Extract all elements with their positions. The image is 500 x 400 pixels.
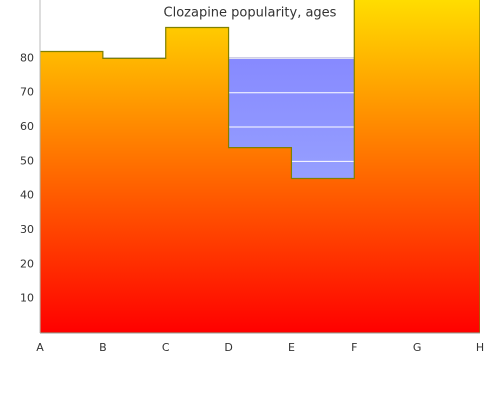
x-tick-label: E xyxy=(288,341,295,354)
y-tick-label: 70 xyxy=(20,86,34,99)
x-tick-label: D xyxy=(224,341,232,354)
plot-area xyxy=(40,0,480,333)
y-tick-label: 20 xyxy=(20,257,34,270)
y-tick-label: 30 xyxy=(20,223,34,236)
x-tick-label: F xyxy=(351,341,357,354)
y-tick-label: 40 xyxy=(20,189,34,202)
x-tick-label: H xyxy=(476,341,484,354)
y-tick-label: 80 xyxy=(20,51,34,64)
x-tick-label: C xyxy=(162,341,170,354)
y-tick-label: 60 xyxy=(20,120,34,133)
step-area xyxy=(40,0,480,333)
y-tick-label: 10 xyxy=(20,292,34,305)
chart-title: Clozapine popularity, ages xyxy=(164,6,337,21)
x-tick-label: G xyxy=(413,341,422,354)
x-tick-label: A xyxy=(36,341,44,354)
x-tick-label: B xyxy=(99,341,107,354)
y-tick-label: 50 xyxy=(20,154,34,167)
